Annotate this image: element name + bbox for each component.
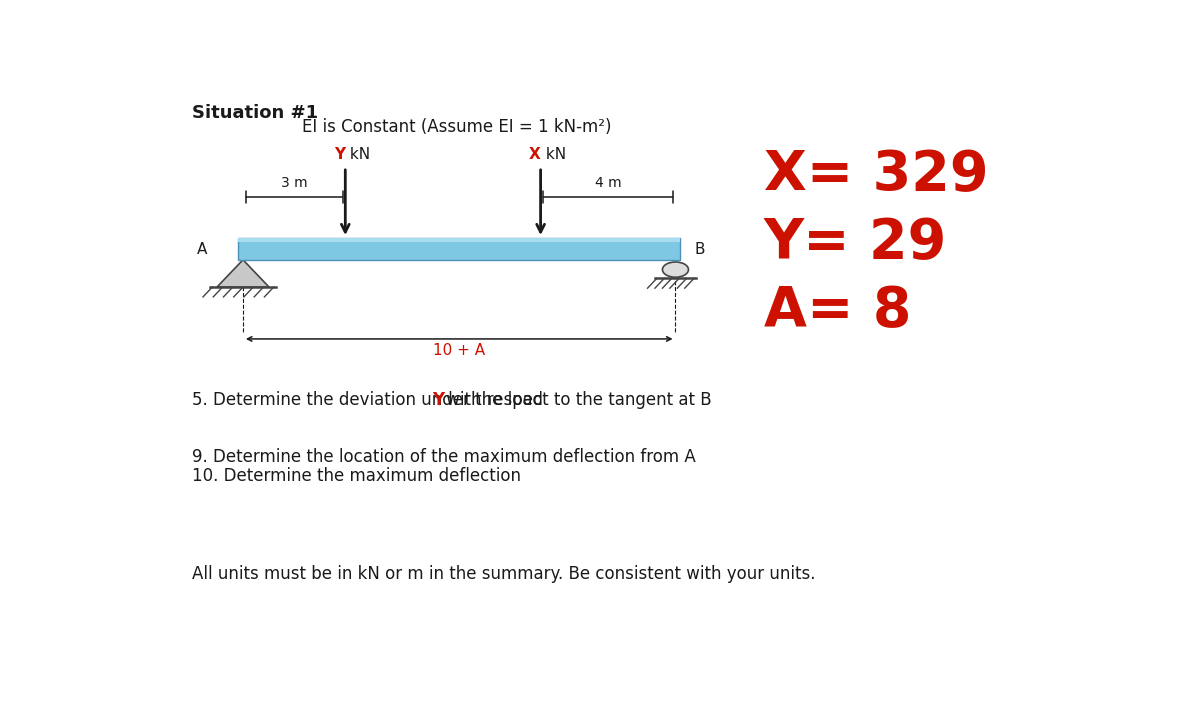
- Polygon shape: [217, 259, 269, 287]
- Circle shape: [662, 262, 689, 277]
- Text: kN: kN: [540, 147, 565, 162]
- Text: 10. Determine the maximum deflection: 10. Determine the maximum deflection: [192, 467, 521, 485]
- Text: A: A: [197, 242, 208, 257]
- Text: EI is Constant (Assume EI = 1 kN-m²): EI is Constant (Assume EI = 1 kN-m²): [302, 118, 612, 136]
- Text: All units must be in kN or m in the summary. Be consistent with your units.: All units must be in kN or m in the summ…: [192, 566, 815, 584]
- Text: 9. Determine the location of the maximum deflection from A: 9. Determine the location of the maximum…: [192, 448, 696, 466]
- Text: Situation #1: Situation #1: [192, 104, 318, 122]
- Text: B: B: [694, 242, 704, 257]
- Text: 3 m: 3 m: [281, 177, 307, 191]
- Bar: [239, 238, 680, 259]
- Text: X= 329: X= 329: [764, 148, 989, 202]
- Text: kN: kN: [346, 147, 371, 162]
- Text: A= 8: A= 8: [764, 284, 911, 338]
- Bar: [239, 238, 680, 242]
- Text: 10 + A: 10 + A: [433, 343, 485, 358]
- Text: Y= 29: Y= 29: [764, 216, 947, 270]
- Text: Y: Y: [432, 391, 444, 409]
- Text: X: X: [529, 147, 540, 162]
- Text: 4 m: 4 m: [595, 177, 622, 191]
- Text: Y: Y: [334, 147, 346, 162]
- Text: 5. Determine the deviation under the load: 5. Determine the deviation under the loa…: [192, 391, 548, 409]
- Text: with respect to the tangent at B: with respect to the tangent at B: [442, 391, 712, 409]
